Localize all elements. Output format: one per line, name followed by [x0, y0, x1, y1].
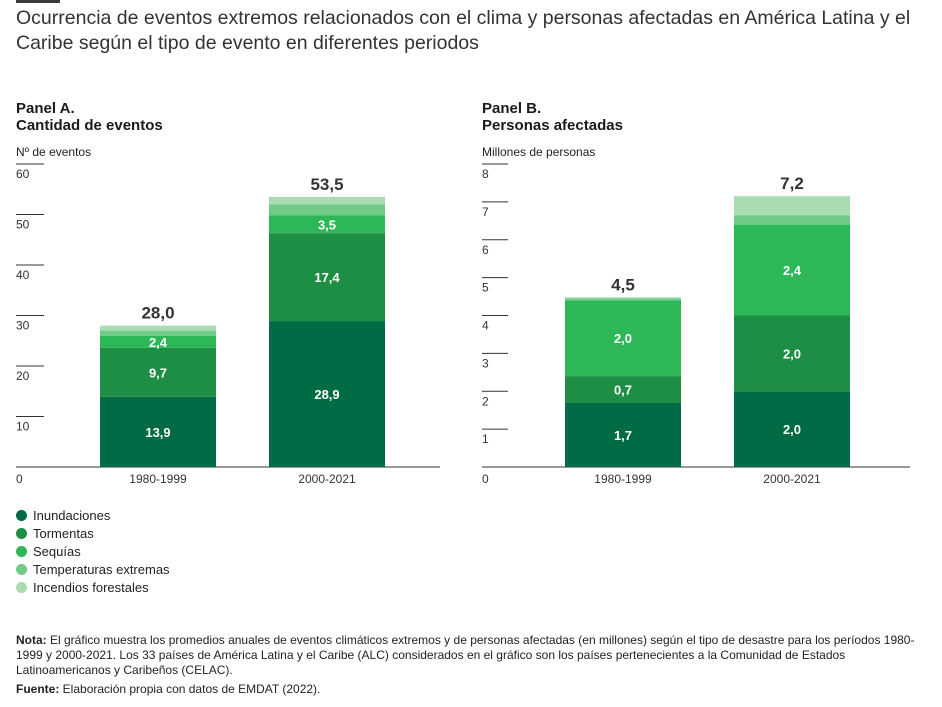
legend-item-inundaciones: Inundaciones [16, 507, 170, 525]
panel-b-ytick-label: 2 [482, 394, 489, 408]
panel-b-data-label: 2,0 [783, 422, 801, 437]
legend-item-tormentas: Tormentas [16, 525, 170, 543]
panel-a-bar-tormentas-2000-2021 [269, 233, 385, 322]
panel-b-ytick-label: 4 [482, 319, 489, 333]
top-rule [16, 0, 60, 3]
panel-b-data-label: 1,7 [614, 428, 632, 443]
note-paragraph: Nota: El gráfico muestra los promedios a… [16, 633, 928, 678]
panel-a-data-label: 9,7 [149, 365, 167, 380]
panel-b-ytick-label: 0 [482, 472, 489, 486]
panel-a-ytick-label: 60 [16, 167, 30, 181]
panel-b-title-line2: Personas afectadas [482, 117, 623, 134]
panel-b-data-label: 2,0 [614, 331, 632, 346]
legend-label-temperaturas-extremas: Temperaturas extremas [33, 561, 170, 577]
legend-swatch-tormentas [16, 528, 27, 540]
notes: Nota: El gráfico muestra los promedios a… [16, 633, 928, 697]
panel-b-bar-tormentas-2000-2021 [734, 315, 850, 392]
panel-a-unit-label: Nº de eventos [16, 145, 92, 159]
panel-a-ytick-label: 30 [16, 319, 30, 333]
panel-a-bar-tormentas-1980-1999 [100, 347, 216, 397]
panel-a-total-label: 28,0 [141, 304, 174, 323]
panel-a-xtick-label: 2000-2021 [298, 472, 356, 486]
panel-b-ytick-label: 1 [482, 432, 489, 446]
panel-b-ytick-label: 3 [482, 356, 489, 370]
source-text: Elaboración propia con datos de EMDAT (2… [59, 682, 321, 696]
panel-b-total-label: 7,2 [780, 174, 804, 193]
panel-b-bar-inundaciones-1980-1999 [565, 402, 681, 467]
panel-b-ytick-label: 6 [482, 243, 489, 257]
legend-swatch-sequias [16, 545, 27, 557]
page-title: Ocurrencia de eventos extremos relaciona… [16, 7, 911, 54]
panel-a-xtick-label: 1980-1999 [129, 472, 187, 486]
legend-label-tormentas: Tormentas [33, 526, 94, 542]
panel-a-ytick-label: 0 [16, 472, 23, 486]
panel-a-ytick-label: 50 [16, 218, 30, 232]
panel-a-title: Panel A. Cantidad de eventos [16, 100, 163, 134]
legend: Inundaciones Tormentas Sequías Temperatu… [16, 507, 170, 596]
panel-a-bar-inundaciones-1980-1999 [100, 396, 216, 467]
legend-swatch-inundaciones [16, 510, 27, 522]
panel-a-bar-temperaturas-extremas-1980-1999 [100, 330, 216, 336]
legend-swatch-temperaturas-extremas [16, 563, 27, 575]
panel-b-ytick-label: 8 [482, 167, 489, 181]
source-label: Fuente: [16, 682, 60, 696]
panel-a-bar-sequias-2000-2021 [269, 215, 385, 234]
panel-b-total-label: 4,5 [611, 275, 635, 294]
panel-b-bar-tormentas-1980-1999 [565, 376, 681, 403]
panel-a-data-label: 2,4 [149, 335, 168, 350]
note-text: El gráfico muestra los promedios anuales… [16, 633, 915, 677]
panel-b-data-label: 2,4 [783, 263, 802, 278]
legend-label-incendios-forestales: Incendios forestales [33, 579, 149, 595]
panel-a-data-label: 13,9 [145, 425, 170, 440]
panel-b-bar-inundaciones-2000-2021 [734, 391, 850, 467]
panel-b-bar-temperaturas-extremas-1980-1999 [565, 298, 681, 301]
panel-b-unit-label: Millones de personas [482, 145, 596, 159]
panel-b-bar-sequias-2000-2021 [734, 224, 850, 316]
panel-a-data-label: 3,5 [318, 217, 336, 232]
panel-a-bar-inundaciones-2000-2021 [269, 321, 385, 467]
panel-b-bar-temperaturas-extremas-2000-2021 [734, 215, 850, 225]
panel-b-bar-sequias-1980-1999 [565, 300, 681, 377]
panel-a-title-line1: Panel A. [16, 100, 75, 117]
panel-a-ytick-label: 10 [16, 420, 30, 434]
legend-label-sequias: Sequías [33, 543, 81, 559]
panel-a-data-label: 28,9 [314, 387, 339, 402]
panel-a-ytick-label: 40 [16, 268, 30, 282]
legend-item-temperaturas-extremas: Temperaturas extremas [16, 560, 170, 578]
panel-a-total-label: 53,5 [310, 175, 343, 194]
panel-b-title-line1: Panel B. [482, 100, 542, 117]
legend-item-sequias: Sequías [16, 543, 170, 561]
panel-b-bar-incendios-forestales-1980-1999 [565, 297, 681, 299]
panel-a-ytick-label: 20 [16, 369, 30, 383]
panel-a-bar-incendios-forestales-2000-2021 [269, 196, 385, 205]
note-label: Nota: [16, 633, 47, 647]
panel-a-data-label: 17,4 [314, 270, 340, 285]
panel-b-ytick-label: 7 [482, 205, 489, 219]
legend-label-inundaciones: Inundaciones [33, 508, 111, 524]
panel-b-xtick-label: 2000-2021 [763, 472, 821, 486]
panel-a-bar-sequias-1980-1999 [100, 335, 216, 348]
legend-item-incendios-forestales: Incendios forestales [16, 578, 170, 596]
panel-b-ytick-label: 5 [482, 281, 489, 295]
panel-a-bar-incendios-forestales-1980-1999 [100, 325, 216, 331]
panel-b-data-label: 2,0 [783, 346, 801, 361]
legend-swatch-incendios-forestales [16, 581, 27, 593]
panel-b-xtick-label: 1980-1999 [594, 472, 652, 486]
panel-a-title-line2: Cantidad de eventos [16, 117, 163, 134]
panel-b-data-label: 0,7 [614, 382, 632, 397]
panel-a-bar-temperaturas-extremas-2000-2021 [269, 204, 385, 216]
source-paragraph: Fuente: Elaboración propia con datos de … [16, 682, 928, 697]
panel-b-bar-incendios-forestales-2000-2021 [734, 196, 850, 216]
panel-b-title: Panel B. Personas afectadas [482, 100, 623, 134]
